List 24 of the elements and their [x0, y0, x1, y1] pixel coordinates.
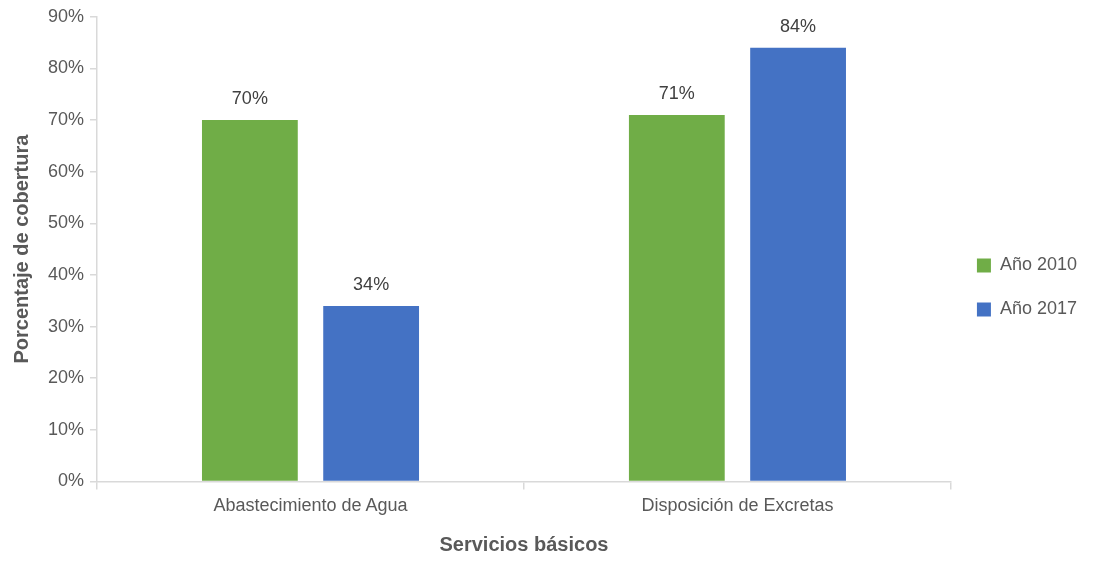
- x-tick-label: Abastecimiento de Agua: [213, 495, 409, 516]
- bar: [323, 305, 420, 481]
- y-tick-label: 10%: [48, 418, 85, 439]
- data-label: 84%: [780, 15, 817, 36]
- legend-label: Año 2017: [999, 298, 1078, 319]
- y-tick-label: 0%: [58, 470, 85, 491]
- y-tick-label: 20%: [48, 367, 85, 388]
- y-tick-label: 90%: [48, 5, 85, 26]
- legend-label: Año 2010: [999, 254, 1078, 275]
- y-tick-label: 70%: [48, 109, 85, 130]
- y-tick-label: 80%: [48, 57, 85, 78]
- bar: [628, 114, 725, 481]
- y-axis-title: Porcentaje de cobertura: [9, 133, 32, 364]
- data-label: 70%: [231, 88, 268, 109]
- data-label: 34%: [353, 273, 390, 294]
- data-label: 71%: [658, 82, 695, 103]
- x-axis-title: Servicios básicos: [439, 532, 609, 555]
- y-tick-label: 40%: [48, 263, 85, 284]
- y-tick-label: 50%: [48, 212, 85, 233]
- x-tick-label: Disposición de Excretas: [641, 495, 834, 516]
- bar: [201, 120, 298, 481]
- y-tick-label: 60%: [48, 160, 85, 181]
- y-tick-label: 30%: [48, 315, 85, 336]
- bar: [750, 47, 846, 481]
